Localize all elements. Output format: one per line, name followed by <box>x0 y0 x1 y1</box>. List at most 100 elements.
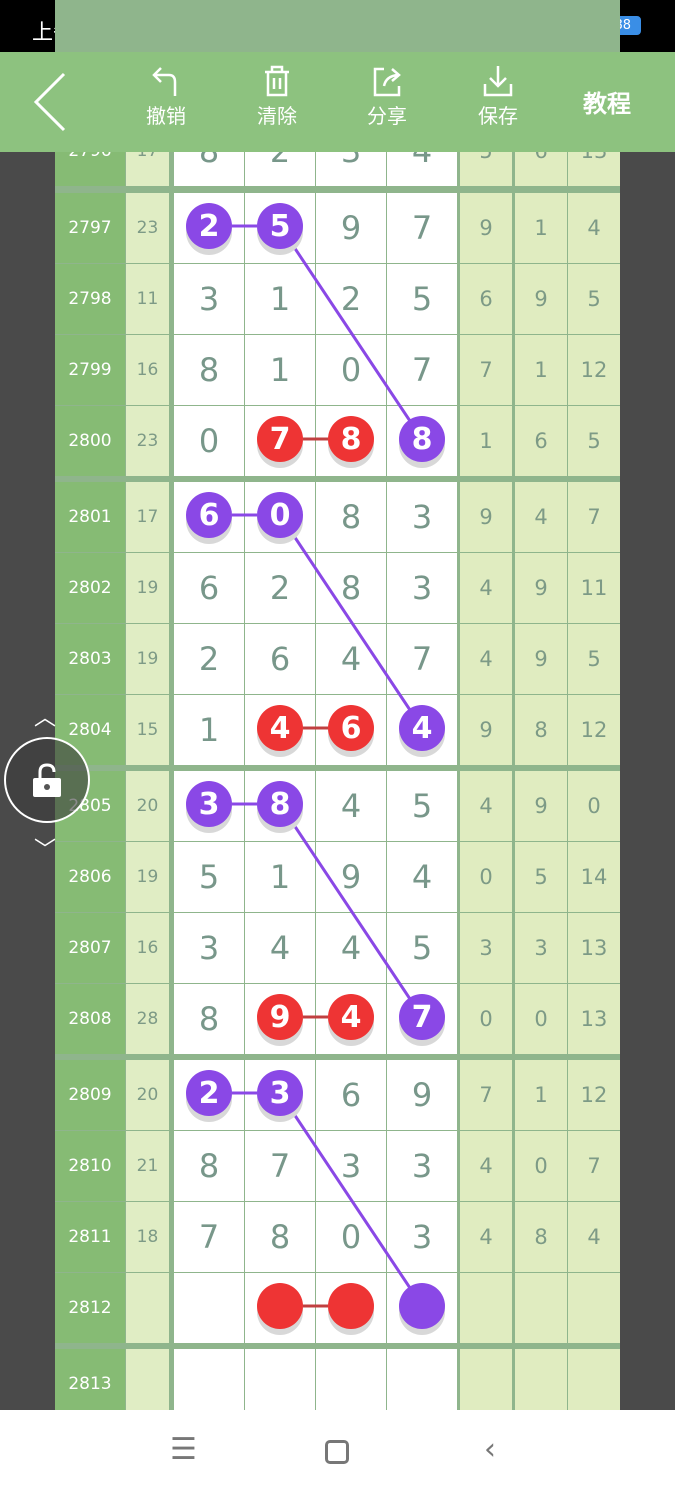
digit-cell[interactable]: 2 <box>316 264 386 334</box>
digit-cell[interactable]: 9 <box>316 842 386 912</box>
digit-cell[interactable]: 4 <box>316 624 386 694</box>
digit-cell[interactable]: 3 <box>387 482 457 552</box>
digit-cell[interactable]: 5 <box>387 771 457 841</box>
digit-cell[interactable]: 4 <box>245 913 315 983</box>
digit-cell[interactable]: 4 <box>316 984 386 1054</box>
digit-cell[interactable]: 4 <box>387 695 457 765</box>
tutorial-button[interactable]: 教程 <box>583 90 631 118</box>
share-button[interactable]: 分享 <box>347 64 427 129</box>
digit-cell[interactable]: 3 <box>174 264 244 334</box>
purple-ball[interactable]: 2 <box>186 203 232 249</box>
back-button[interactable] <box>30 72 70 132</box>
digit-cell[interactable]: 3 <box>245 1060 315 1130</box>
save-button[interactable]: 保存 <box>458 64 538 129</box>
digit-cell[interactable]: 8 <box>245 1202 315 1272</box>
digit-cell[interactable]: 0 <box>245 482 315 552</box>
digit-cell[interactable] <box>245 1273 315 1343</box>
digit-cell[interactable]: 6 <box>174 553 244 623</box>
home-icon[interactable] <box>325 1440 349 1464</box>
trend-table[interactable]: 2796178234561327972325979142798113125695… <box>55 0 620 1419</box>
digit-cell[interactable]: 7 <box>387 984 457 1054</box>
purple-ball[interactable]: 8 <box>257 781 303 827</box>
digit-cell[interactable]: 4 <box>387 842 457 912</box>
purple-ball[interactable]: 2 <box>186 1070 232 1116</box>
digit-cell[interactable]: 1 <box>245 842 315 912</box>
back-nav-icon[interactable]: ‹ <box>484 1432 496 1467</box>
digit-cell[interactable]: 9 <box>245 984 315 1054</box>
purple-ball[interactable]: 3 <box>186 781 232 827</box>
digit-cell[interactable]: 1 <box>245 335 315 405</box>
purple-ball[interactable]: 7 <box>399 994 445 1040</box>
digit-cell[interactable]: 7 <box>245 406 315 476</box>
digit-cell[interactable]: 2 <box>174 193 244 263</box>
digit-cell[interactable]: 3 <box>316 1131 386 1201</box>
digit-cell[interactable] <box>174 1349 244 1419</box>
digit-cell[interactable] <box>387 1349 457 1419</box>
digit-cell[interactable]: 7 <box>174 1202 244 1272</box>
digit-cell[interactable]: 7 <box>387 193 457 263</box>
digit-cell[interactable]: 0 <box>174 406 244 476</box>
purple-ball[interactable]: 0 <box>257 492 303 538</box>
digit-cell[interactable]: 2 <box>245 553 315 623</box>
digit-cell[interactable]: 8 <box>316 406 386 476</box>
red-ball[interactable]: 4 <box>328 994 374 1040</box>
digit-cell[interactable]: 6 <box>316 1060 386 1130</box>
menu-icon[interactable]: ☰ <box>170 1432 197 1467</box>
digit-cell[interactable]: 8 <box>316 482 386 552</box>
digit-cell[interactable]: 8 <box>316 553 386 623</box>
undo-button[interactable]: 撤销 <box>126 64 206 129</box>
digit-cell[interactable]: 8 <box>174 335 244 405</box>
digit-cell[interactable]: 6 <box>174 482 244 552</box>
purple-ball[interactable]: 3 <box>257 1070 303 1116</box>
digit-cell[interactable]: 5 <box>387 264 457 334</box>
red-ball[interactable]: 9 <box>257 994 303 1040</box>
digit-cell[interactable]: 2 <box>174 1060 244 1130</box>
digit-cell[interactable]: 3 <box>174 913 244 983</box>
red-ball[interactable] <box>257 1283 303 1329</box>
digit-cell[interactable]: 6 <box>245 624 315 694</box>
purple-ball[interactable] <box>399 1283 445 1329</box>
digit-cell[interactable]: 7 <box>387 624 457 694</box>
digit-cell[interactable]: 5 <box>245 193 315 263</box>
digit-cell[interactable]: 3 <box>174 771 244 841</box>
purple-ball[interactable]: 5 <box>257 203 303 249</box>
red-ball[interactable]: 4 <box>257 705 303 751</box>
red-ball[interactable]: 7 <box>257 416 303 462</box>
digit-cell[interactable]: 9 <box>387 1060 457 1130</box>
digit-cell[interactable]: 8 <box>174 1131 244 1201</box>
digit-cell[interactable]: 6 <box>316 695 386 765</box>
digit-cell[interactable]: 7 <box>387 335 457 405</box>
digit-cell[interactable]: 7 <box>245 1131 315 1201</box>
digit-cell[interactable]: 8 <box>387 406 457 476</box>
digit-cell[interactable]: 8 <box>174 984 244 1054</box>
digit-cell[interactable] <box>387 1273 457 1343</box>
stat-cell: 13 <box>568 913 620 983</box>
purple-ball[interactable]: 6 <box>186 492 232 538</box>
digit-cell[interactable] <box>316 1349 386 1419</box>
digit-cell[interactable]: 4 <box>245 695 315 765</box>
digit-cell[interactable]: 3 <box>387 1202 457 1272</box>
digit-cell[interactable]: 0 <box>316 335 386 405</box>
digit-cell[interactable]: 1 <box>174 695 244 765</box>
digit-cell[interactable]: 3 <box>387 1131 457 1201</box>
digit-cell[interactable]: 9 <box>316 193 386 263</box>
digit-cell[interactable]: 4 <box>316 913 386 983</box>
purple-ball[interactable]: 4 <box>399 705 445 751</box>
red-ball[interactable] <box>328 1283 374 1329</box>
digit-cell[interactable]: 5 <box>387 913 457 983</box>
digit-cell[interactable]: 0 <box>316 1202 386 1272</box>
digit-cell[interactable]: 5 <box>174 842 244 912</box>
red-ball[interactable]: 6 <box>328 705 374 751</box>
digit-cell[interactable] <box>245 1349 315 1419</box>
digit-cell[interactable]: 2 <box>174 624 244 694</box>
digit-cell[interactable]: 8 <box>245 771 315 841</box>
digit-cell[interactable]: 1 <box>245 264 315 334</box>
purple-ball[interactable]: 8 <box>399 416 445 462</box>
digit-cell[interactable]: 4 <box>316 771 386 841</box>
red-ball[interactable]: 8 <box>328 416 374 462</box>
digit-cell[interactable] <box>316 1273 386 1343</box>
clear-button[interactable]: 清除 <box>237 64 317 129</box>
lock-button[interactable] <box>4 737 90 823</box>
digit-cell[interactable] <box>174 1273 244 1343</box>
digit-cell[interactable]: 3 <box>387 553 457 623</box>
